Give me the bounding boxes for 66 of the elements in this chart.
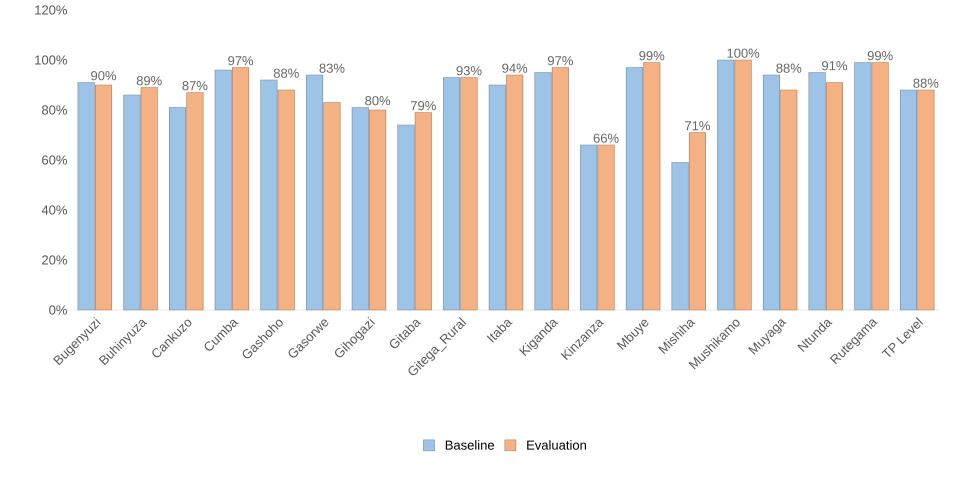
bar xyxy=(872,62,889,310)
bar xyxy=(854,62,872,310)
data-label: 71% xyxy=(685,121,710,130)
bar xyxy=(323,102,340,310)
bar xyxy=(232,67,250,310)
data-label: 93% xyxy=(456,66,482,76)
data-label: 88% xyxy=(913,78,938,88)
bar xyxy=(397,124,414,310)
data-label: 80% xyxy=(365,96,390,106)
data-label: 100% xyxy=(727,48,760,58)
y-tick-label: 120% xyxy=(35,5,67,15)
bar xyxy=(506,74,524,310)
bar xyxy=(780,90,798,310)
bar xyxy=(306,74,324,310)
y-tick-label: 40% xyxy=(42,205,67,215)
bar xyxy=(443,77,460,310)
data-label: 90% xyxy=(91,71,116,80)
bar xyxy=(260,80,278,310)
bar xyxy=(214,70,232,310)
bar xyxy=(95,84,112,310)
bar xyxy=(917,90,934,310)
bar xyxy=(123,94,140,310)
data-label: 99% xyxy=(639,51,664,60)
bar xyxy=(140,87,158,310)
y-tick-label: 100% xyxy=(35,55,67,65)
bar xyxy=(186,92,204,310)
data-label: 89% xyxy=(136,76,162,86)
bar xyxy=(734,60,752,310)
data-label: 66% xyxy=(594,134,619,143)
data-label: 97% xyxy=(548,56,573,66)
bar xyxy=(488,84,506,310)
bar xyxy=(580,144,598,310)
bar xyxy=(808,72,826,310)
bar xyxy=(762,74,780,310)
bar xyxy=(414,112,432,310)
bar xyxy=(534,72,552,310)
bar xyxy=(78,82,95,310)
bar xyxy=(826,82,843,310)
bar xyxy=(460,77,478,310)
bar xyxy=(626,67,643,310)
y-tick-label: 20% xyxy=(42,255,67,265)
legend-label: Baseline xyxy=(446,440,494,450)
legend-label: Evaluation xyxy=(527,440,586,450)
data-label: 97% xyxy=(228,56,254,66)
y-tick-label: 60% xyxy=(42,155,67,165)
bar xyxy=(552,67,569,310)
bar xyxy=(900,90,918,310)
y-tick-label: 80% xyxy=(42,105,67,115)
data-label: 99% xyxy=(868,51,893,60)
bar xyxy=(278,90,295,310)
bar xyxy=(672,162,689,310)
data-label: 87% xyxy=(182,81,208,90)
data-label: 88% xyxy=(274,68,299,78)
bar xyxy=(688,132,706,310)
bar xyxy=(169,107,186,310)
bar xyxy=(369,110,386,310)
data-label: 91% xyxy=(822,61,848,70)
bar xyxy=(352,107,369,310)
y-tick-label: 0% xyxy=(49,305,67,315)
data-label: 79% xyxy=(410,101,436,110)
bar xyxy=(717,60,734,310)
bar xyxy=(643,62,660,310)
data-label: 83% xyxy=(320,64,344,73)
bar xyxy=(598,144,615,310)
data-label: 88% xyxy=(776,64,802,73)
data-label: 94% xyxy=(502,64,528,73)
